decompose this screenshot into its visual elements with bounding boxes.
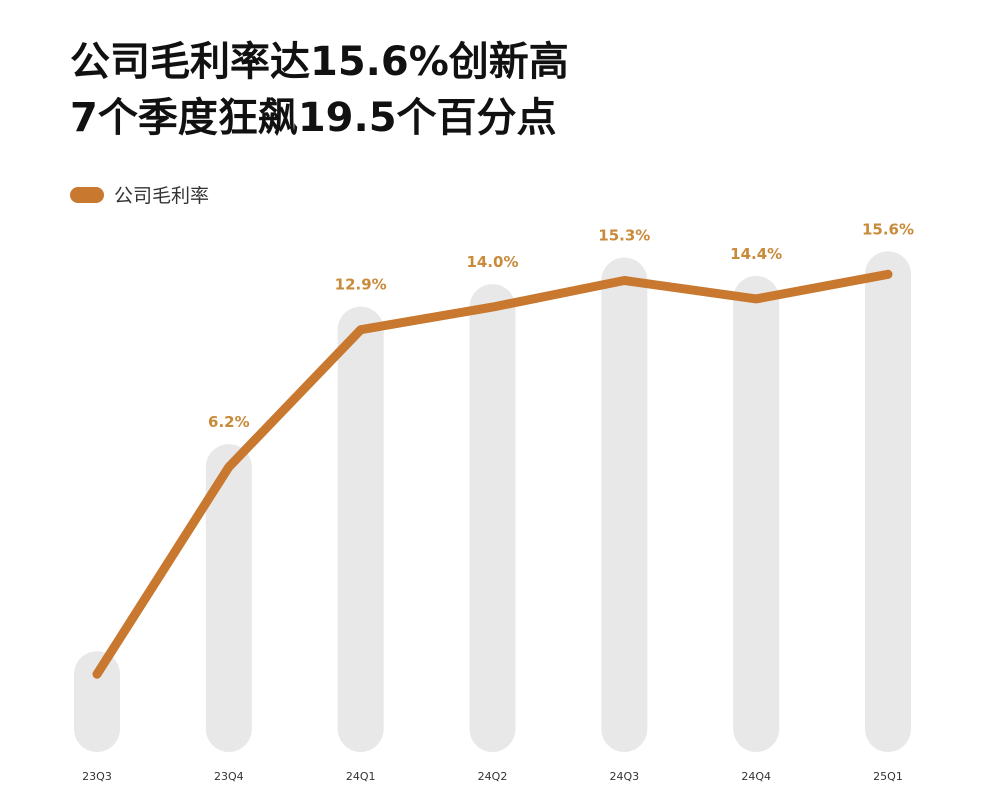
x-tick-25q1: 25Q1 [873,770,903,783]
value-labels: 6.2% 12.9% 14.0% 15.3% 14.4% 15.6% [208,220,914,431]
legend: 公司毛利率 [70,181,209,208]
value-label-24q3: 15.3% [598,226,650,244]
legend-swatch [70,186,104,203]
title-line-2: 7个季度狂飙19.5个百分点 [70,95,557,141]
series-line-group [92,269,893,679]
background-bar-23q4 [205,444,252,752]
legend-label: 公司毛利率 [114,185,210,207]
x-tick-23q3: 23Q3 [82,770,112,783]
x-tick-24q2: 24Q2 [478,770,508,783]
value-label-24q4: 14.4% [730,245,782,263]
value-label-24q1: 12.9% [335,276,387,294]
background-bar-24q4 [733,275,780,752]
value-label-25q1: 15.6% [862,220,914,238]
x-tick-24q3: 24Q3 [610,770,640,783]
value-label-24q2: 14.0% [466,253,518,271]
series-line-gross-margin [92,269,893,679]
x-tick-23q4: 23Q4 [214,770,244,783]
title-line-1: 公司毛利率达15.6%创新高 [70,39,569,85]
background-bars [74,251,911,753]
value-label-23q4: 6.2% [208,413,250,431]
chart-title: 公司毛利率达15.6%创新高 7个季度狂飙19.5个百分点 [70,34,569,146]
background-bar-24q3 [601,257,648,752]
x-axis-ticks: 23Q3 23Q4 24Q1 24Q2 24Q3 24Q4 25Q1 [82,770,903,783]
x-tick-24q4: 24Q4 [741,770,771,783]
x-tick-24q1: 24Q1 [346,770,376,783]
background-bar-24q2 [469,284,516,752]
background-bar-24q1 [337,306,384,752]
background-bar-23q3 [74,651,120,752]
background-bar-25q1 [865,251,911,753]
